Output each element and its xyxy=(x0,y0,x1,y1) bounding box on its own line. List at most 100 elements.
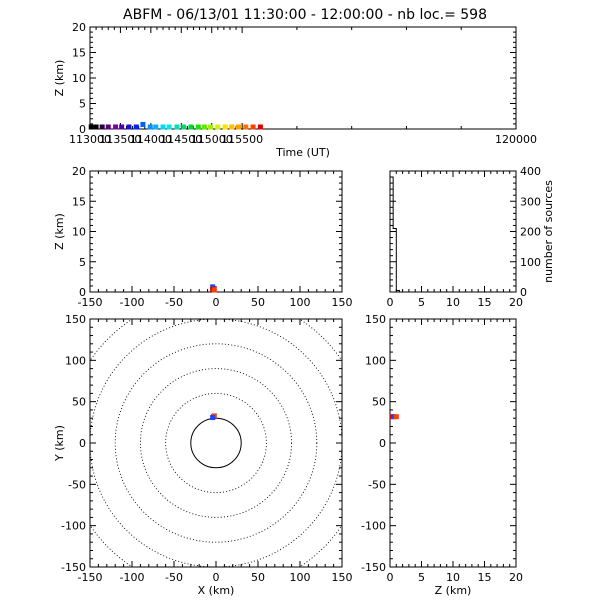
x-tick-label: 114000 xyxy=(130,133,172,146)
y-tick-label: -50 xyxy=(68,478,86,491)
y-tick-label: 10 xyxy=(72,72,86,85)
x-tick-label: -50 xyxy=(165,571,183,584)
y-axis-label: Z (km) xyxy=(53,60,66,97)
x-tick-label: 15 xyxy=(478,571,492,584)
y-tick-label: 100 xyxy=(365,354,386,367)
data-point xyxy=(99,124,105,130)
height-y-panel: 0 5 10 15 20 -150 -100 -50 0 50 100 150 Z (km) xyxy=(361,313,523,597)
y-tick-label: 50 xyxy=(372,396,386,409)
y-tick-label: 300 xyxy=(520,195,541,208)
data-point xyxy=(105,124,111,130)
data-point xyxy=(257,124,263,130)
data-point xyxy=(174,124,180,130)
range-rings xyxy=(90,319,342,567)
y-tick-label: -50 xyxy=(368,478,386,491)
y-tick-label: 0 xyxy=(79,437,86,450)
data-point xyxy=(243,124,249,130)
y-tick-label: 0 xyxy=(520,286,527,299)
x-tick-label: 50 xyxy=(251,296,265,309)
data-point xyxy=(140,121,146,127)
y-tick-label: -150 xyxy=(361,561,386,574)
data-point xyxy=(126,124,132,130)
y-tick-label: 150 xyxy=(65,313,86,326)
data-point xyxy=(391,414,397,420)
data-point xyxy=(211,287,217,293)
plot-frame xyxy=(389,318,517,568)
y-axis-label: Y (km) xyxy=(53,425,66,462)
x-axis-label: Time (UT) xyxy=(275,146,330,159)
x-tick-label: -100 xyxy=(120,296,145,309)
data-point xyxy=(229,124,235,130)
y-axis-label: number of sources xyxy=(542,180,555,283)
data-point xyxy=(201,124,207,130)
y-tick-label: 100 xyxy=(65,354,86,367)
data-point xyxy=(119,124,125,130)
y-tick-label: 0 xyxy=(79,286,86,299)
x-tick-label: 100 xyxy=(290,571,311,584)
x-tick-label: 10 xyxy=(446,296,460,309)
x-tick-label: 115500 xyxy=(221,133,263,146)
range-ring xyxy=(165,392,267,494)
y-tick-label: 400 xyxy=(520,165,541,178)
y-tick-label: 200 xyxy=(520,226,541,239)
data-point xyxy=(113,124,119,130)
data-point xyxy=(250,124,256,130)
x-tick-label: 50 xyxy=(251,571,265,584)
x-tick-label: -150 xyxy=(78,296,103,309)
x-tick-label: 120000 xyxy=(495,133,537,146)
y-tick-label: 20 xyxy=(72,21,86,34)
data-point xyxy=(393,414,399,420)
data-point xyxy=(147,124,153,130)
y-tick-label: 0 xyxy=(79,123,86,136)
x-tick-label: 5 xyxy=(418,296,425,309)
y-tick-label: 10 xyxy=(72,226,86,239)
y-tick-label: 50 xyxy=(72,396,86,409)
data-point xyxy=(160,124,166,130)
range-ring xyxy=(90,319,342,567)
x-tick-label: 115000 xyxy=(191,133,233,146)
data-point xyxy=(215,124,221,130)
data-point xyxy=(195,124,201,130)
y-tick-label: 15 xyxy=(72,47,86,60)
data-point xyxy=(93,124,99,130)
data-point xyxy=(222,124,228,130)
y-axis-label: Z (km) xyxy=(53,213,66,250)
x-tick-label: 114500 xyxy=(160,133,202,146)
x-tick-label: 100 xyxy=(290,296,311,309)
data-point xyxy=(88,124,94,130)
x-tick-label: 150 xyxy=(332,571,353,584)
y-tick-label: 5 xyxy=(79,98,86,111)
x-tick-label: 113000 xyxy=(69,133,111,146)
plan-view-panel: -150 -100 -50 0 50 100 150 -150 -100 -50 0 50 100 150… xyxy=(53,313,353,597)
plot-frame xyxy=(89,318,343,568)
data-point xyxy=(133,124,139,130)
range-ring xyxy=(114,343,318,543)
y-tick-label: 15 xyxy=(72,195,86,208)
x-tick-label: 150 xyxy=(332,296,353,309)
x-axis-label: X (km) xyxy=(198,584,235,597)
x-height-panel: -150 -100 -50 0 50 100 150 0 5 10 15 20 Z (km) xyxy=(53,165,353,309)
data-point xyxy=(210,415,216,421)
x-tick-label: 10 xyxy=(446,571,460,584)
x-tick-label: 5 xyxy=(418,571,425,584)
y-tick-label: 5 xyxy=(79,256,86,269)
x-tick-label: 0 xyxy=(213,296,220,309)
x-tick-label: 20 xyxy=(509,296,523,309)
range-ring xyxy=(139,368,293,518)
y-tick-label: 20 xyxy=(72,165,86,178)
y-tick-label: 100 xyxy=(520,256,541,269)
x-tick-label: 15 xyxy=(478,296,492,309)
x-tick-label: -100 xyxy=(120,571,145,584)
data-point xyxy=(166,124,172,130)
plot-frame xyxy=(89,26,517,130)
x-tick-label: 0 xyxy=(387,571,394,584)
y-tick-label: 0 xyxy=(379,437,386,450)
y-tick-label: -150 xyxy=(61,561,86,574)
data-point xyxy=(207,124,213,130)
data-point xyxy=(153,124,159,130)
x-tick-label: 0 xyxy=(213,571,220,584)
y-tick-label: 150 xyxy=(365,313,386,326)
